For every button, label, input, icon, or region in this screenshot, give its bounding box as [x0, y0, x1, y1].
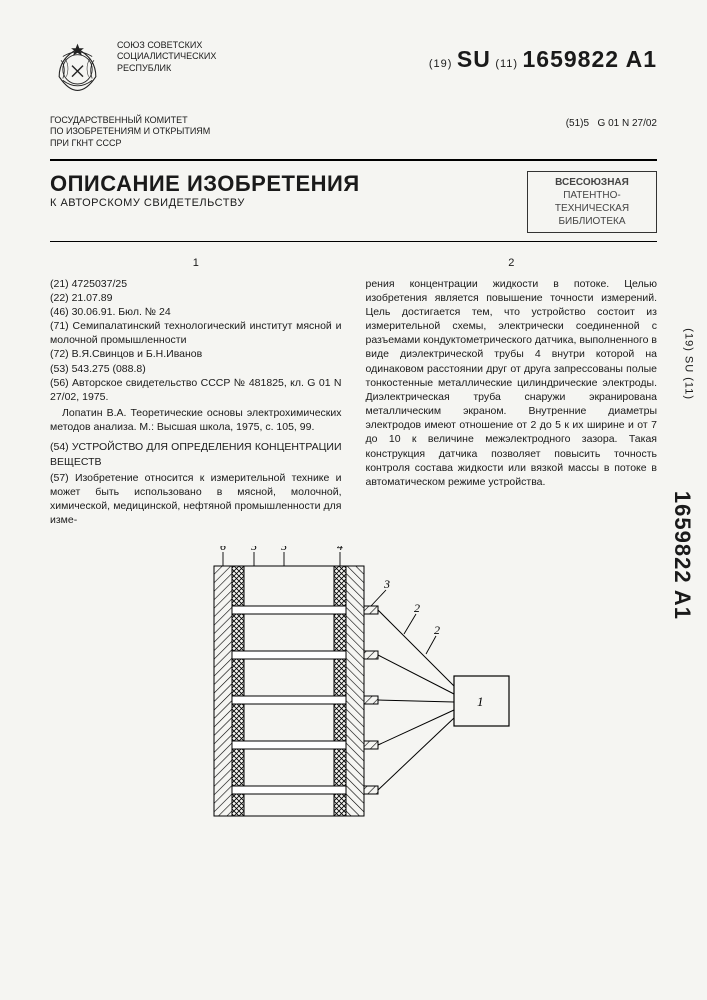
- ipc-block: (51)5 G 01 N 27/02: [560, 113, 657, 131]
- column-2: 2 рения концентрации жидкости в потоке. …: [366, 256, 658, 528]
- subtitle: К АВТОРСКОМУ СВИДЕТЕЛЬСТВУ: [50, 197, 360, 209]
- field-54: (54) УСТРОЙСТВО ДЛЯ ОПРЕДЕЛЕНИЯ КОНЦЕНТР…: [50, 440, 342, 468]
- field-21: (21) 4725037/25: [50, 277, 342, 291]
- thick-divider: [50, 159, 657, 161]
- field-72: (72) В.Я.Свинцов и Б.Н.Иванов: [50, 347, 342, 361]
- ipc-prefix: (51)5: [566, 118, 589, 129]
- col1-number: 1: [50, 256, 342, 271]
- main-title: ОПИСАНИЕ ИЗОБРЕТЕНИЯ: [50, 171, 360, 197]
- committee-text: ГОСУДАРСТВЕННЫЙ КОМИТЕТ ПО ИЗОБРЕТЕНИЯМ …: [50, 115, 210, 149]
- svg-text:1: 1: [477, 694, 484, 709]
- svg-text:5: 5: [281, 546, 287, 553]
- library-stamp: ВСЕСОЮЗНАЯ ПАТЕНТНО-ТЕХНИЧЕСКАЯ БИБЛИОТЕ…: [527, 171, 657, 233]
- field-57: (57) Изобретение относится к измерительн…: [50, 471, 342, 528]
- abstract-text: рения концентрации жидкости в потоке. Це…: [366, 277, 658, 490]
- title-block: ОПИСАНИЕ ИЗОБРЕТЕНИЯ К АВТОРСКОМУ СВИДЕТ…: [50, 171, 360, 211]
- stamp-line1: ВСЕСОЮЗНАЯ: [536, 176, 648, 189]
- pub-number: 1659822 A1: [523, 46, 657, 72]
- header-row: СОЮЗ СОВЕТСКИХ СОЦИАЛИСТИЧЕСКИХ РЕСПУБЛИ…: [50, 40, 657, 95]
- svg-text:6: 6: [220, 546, 226, 553]
- publication-code: (19) SU (11) 1659822 A1: [429, 46, 657, 73]
- field-56b: Лопатин В.А. Теоретические основы электр…: [50, 406, 342, 434]
- country-code: SU: [457, 46, 491, 72]
- thin-divider: [50, 241, 657, 242]
- svg-text:4: 4: [337, 546, 343, 553]
- title-row: ОПИСАНИЕ ИЗОБРЕТЕНИЯ К АВТОРСКОМУ СВИДЕТ…: [50, 171, 657, 233]
- svg-text:3: 3: [383, 577, 390, 591]
- field-56: (56) Авторское свидетельство СССР № 4818…: [50, 376, 342, 404]
- subheader: ГОСУДАРСТВЕННЫЙ КОМИТЕТ ПО ИЗОБРЕТЕНИЯМ …: [50, 105, 657, 153]
- device-diagram: 1 6 5 5 4 3 2 2: [174, 546, 534, 826]
- field-71: (71) Семипалатинский технологический инс…: [50, 319, 342, 347]
- svg-text:5: 5: [251, 546, 257, 553]
- svg-text:2: 2: [434, 623, 440, 637]
- header-texts: СОЮЗ СОВЕТСКИХ СОЦИАЛИСТИЧЕСКИХ РЕСПУБЛИ…: [117, 40, 657, 74]
- figure-area: 1 6 5 5 4 3 2 2: [50, 546, 657, 826]
- side-code: (19) SU (11): [683, 328, 695, 400]
- svg-text:2: 2: [414, 601, 420, 615]
- side-number: 1659822 A1: [669, 491, 695, 620]
- text-columns: 1 (21) 4725037/25 (22) 21.07.89 (46) 30.…: [50, 256, 657, 528]
- field-53: (53) 543.275 (088.8): [50, 362, 342, 376]
- union-text: СОЮЗ СОВЕТСКИХ СОЦИАЛИСТИЧЕСКИХ РЕСПУБЛИ…: [117, 40, 247, 74]
- code-prefix: (19): [429, 58, 453, 70]
- stamp-line3: БИБЛИОТЕКА: [536, 215, 648, 228]
- ussr-emblem-icon: [50, 40, 105, 95]
- code-mid: (11): [495, 58, 518, 70]
- field-22: (22) 21.07.89: [50, 291, 342, 305]
- column-1: 1 (21) 4725037/25 (22) 21.07.89 (46) 30.…: [50, 256, 342, 528]
- col2-number: 2: [366, 256, 658, 271]
- stamp-line2: ПАТЕНТНО-ТЕХНИЧЕСКАЯ: [536, 189, 648, 215]
- field-46: (46) 30.06.91. Бюл. № 24: [50, 305, 342, 319]
- ipc-code: G 01 N 27/02: [598, 118, 657, 129]
